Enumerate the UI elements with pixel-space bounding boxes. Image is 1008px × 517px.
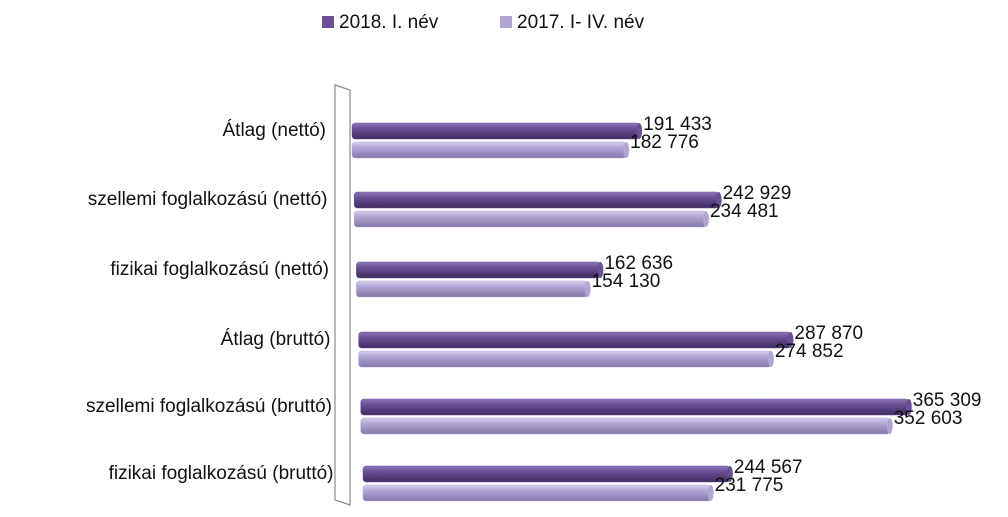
bar-cap <box>636 123 643 139</box>
legend-swatch <box>500 16 512 28</box>
value-label: 234 481 <box>710 201 779 222</box>
bar <box>353 210 707 228</box>
bar-cap <box>787 332 794 348</box>
bar <box>362 465 731 483</box>
value-label: 244 567 <box>734 457 803 478</box>
bar <box>351 141 627 159</box>
bar <box>358 350 772 368</box>
legend-label: 2017. I- IV. név <box>517 12 645 33</box>
value-label: 274 852 <box>775 341 844 362</box>
value-label: 182 776 <box>630 132 699 153</box>
category-label: fizikai foglalkozású (bruttó) <box>109 463 334 484</box>
value-label: 191 433 <box>643 114 712 135</box>
bar-cap <box>707 485 714 501</box>
bar-cap <box>597 262 604 278</box>
bar <box>360 398 910 416</box>
bar <box>362 484 711 502</box>
bar-cap <box>584 281 591 297</box>
category-label: fizikai foglalkozású (nettó) <box>110 259 329 280</box>
bar-cap <box>726 466 733 482</box>
bar-cap <box>905 399 912 415</box>
bar-cap <box>623 142 630 158</box>
bar <box>356 261 601 279</box>
value-label: 162 636 <box>604 253 673 274</box>
category-label: Átlag (bruttó) <box>221 329 331 350</box>
bar <box>360 417 890 435</box>
value-label: 231 775 <box>715 475 784 496</box>
bar-cap <box>767 351 774 367</box>
bar <box>351 122 640 140</box>
value-label: 287 870 <box>794 323 863 344</box>
bar-cap <box>702 211 709 227</box>
legend-swatch <box>322 16 334 28</box>
value-label: 154 130 <box>592 271 661 292</box>
axis-wall <box>334 84 351 506</box>
bar <box>358 331 791 349</box>
value-label: 352 603 <box>894 408 963 429</box>
category-label: szellemi foglalkozású (nettó) <box>88 189 328 210</box>
bar <box>353 191 719 209</box>
value-label: 242 929 <box>723 183 792 204</box>
legend-label: 2018. I. név <box>339 12 439 33</box>
bar-cap <box>886 418 893 434</box>
category-label: Átlag (nettó) <box>223 120 327 141</box>
value-label: 365 309 <box>913 390 982 411</box>
bar-cap <box>715 192 722 208</box>
category-label: szellemi foglalkozású (bruttó) <box>86 396 332 417</box>
bar <box>356 280 588 298</box>
